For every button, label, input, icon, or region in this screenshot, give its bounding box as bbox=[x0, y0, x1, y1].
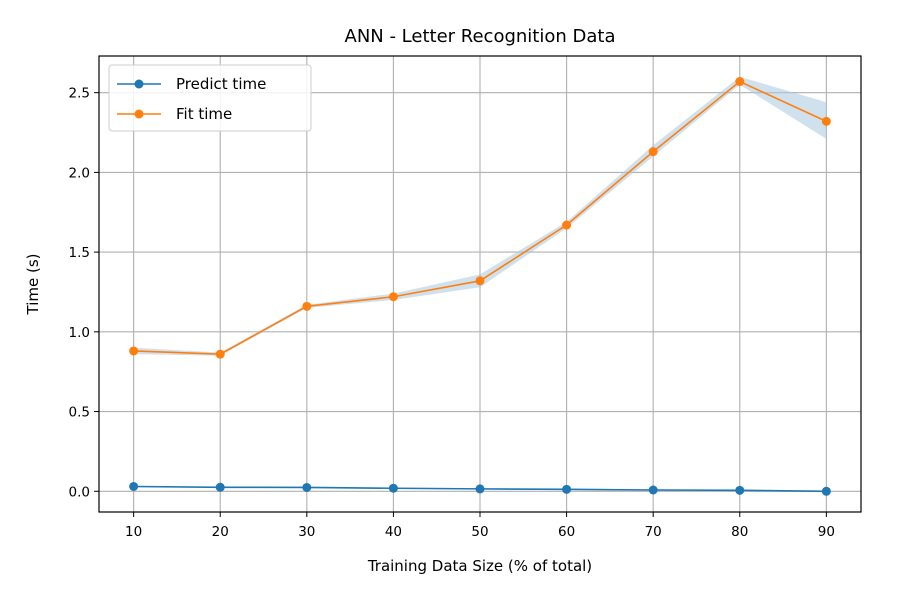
chart-title: ANN - Letter Recognition Data bbox=[345, 26, 616, 47]
legend-label-predict-time: Predict time bbox=[176, 75, 266, 93]
point-fit-time bbox=[735, 77, 745, 87]
point-fit-time bbox=[302, 301, 312, 311]
y-tick-label: 1.5 bbox=[69, 245, 90, 261]
point-fit-time bbox=[129, 346, 139, 356]
legend-marker-predict-time bbox=[134, 79, 144, 89]
point-fit-time bbox=[821, 116, 831, 126]
legend-label-fit-time: Fit time bbox=[176, 105, 232, 123]
x-tick-label: 80 bbox=[731, 524, 748, 540]
point-predict-time bbox=[735, 485, 745, 495]
x-tick-label: 60 bbox=[558, 524, 575, 540]
x-tick-label: 10 bbox=[125, 524, 142, 540]
y-tick-label: 1.0 bbox=[69, 325, 90, 341]
x-tick-label: 90 bbox=[818, 524, 835, 540]
legend: Predict time Fit time bbox=[108, 64, 312, 132]
y-axis-label: Time (s) bbox=[24, 254, 42, 316]
x-axis-ticks: 10 20 30 40 50 60 70 80 90 bbox=[125, 512, 835, 540]
x-tick-label: 70 bbox=[645, 524, 662, 540]
point-predict-time bbox=[215, 482, 225, 492]
y-tick-label: 0.0 bbox=[69, 484, 90, 500]
x-tick-label: 20 bbox=[212, 524, 229, 540]
point-predict-time bbox=[302, 482, 312, 492]
point-fit-time bbox=[562, 220, 572, 230]
point-predict-time bbox=[648, 485, 658, 495]
point-predict-time bbox=[388, 483, 398, 493]
point-predict-time bbox=[821, 486, 831, 496]
point-predict-time bbox=[129, 481, 139, 491]
band-fit-time bbox=[133, 76, 827, 356]
x-tick-label: 50 bbox=[471, 524, 488, 540]
y-tick-label: 2.5 bbox=[69, 86, 90, 102]
point-fit-time bbox=[648, 147, 658, 157]
point-fit-time bbox=[475, 276, 485, 286]
x-tick-label: 40 bbox=[385, 524, 402, 540]
y-axis-ticks: 0.0 0.5 1.0 1.5 2.0 2.5 bbox=[69, 86, 99, 500]
y-tick-label: 0.5 bbox=[69, 405, 90, 421]
y-tick-label: 2.0 bbox=[69, 165, 90, 181]
point-predict-time bbox=[475, 484, 485, 494]
point-fit-time bbox=[215, 349, 225, 359]
legend-marker-fit-time bbox=[134, 109, 144, 119]
point-predict-time bbox=[562, 484, 572, 494]
x-axis-label: Training Data Size (% of total) bbox=[367, 557, 592, 575]
point-fit-time bbox=[388, 292, 398, 302]
x-tick-label: 30 bbox=[298, 524, 315, 540]
series-points bbox=[129, 77, 831, 496]
